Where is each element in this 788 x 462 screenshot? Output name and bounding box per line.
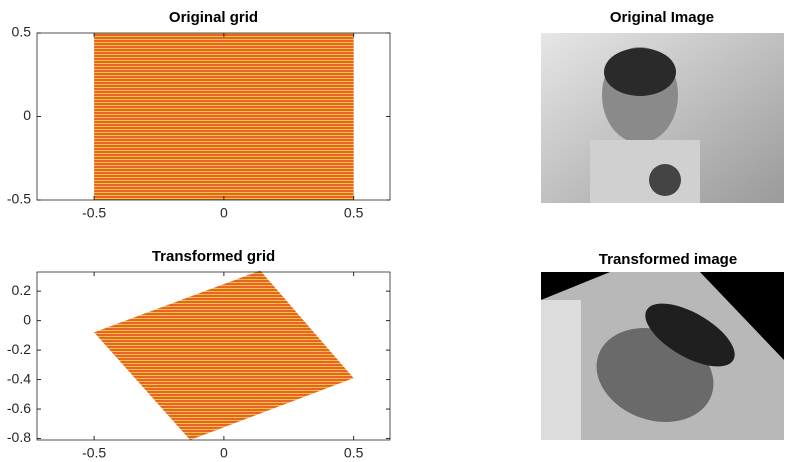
grid-mesh [94,33,354,200]
chart-title: Original grid [169,9,258,26]
grid-mesh [94,271,354,440]
y-tick-label: 0 [23,107,31,123]
y-tick-label: -0.2 [7,341,31,357]
x-tick-label: -0.5 [82,445,106,461]
x-tick-label: 0.5 [344,445,364,461]
x-tick-label: -0.5 [82,205,106,221]
y-tick-label: -0.4 [7,370,31,386]
y-tick-label: 0.5 [12,24,32,40]
x-tick-label: 0 [220,205,228,221]
y-tick-label: -0.6 [7,400,31,416]
chart-title: Transformed grid [152,248,275,265]
image-title: Original Image [610,9,714,26]
x-tick-label: 0 [220,445,228,461]
original-image [541,33,784,203]
y-tick-label: 0 [23,311,31,327]
y-tick-label: -0.8 [7,429,31,445]
figure: Original Image Transformed image Origina… [0,0,788,462]
image-title: Transformed image [599,251,737,268]
transformed-image [541,272,784,440]
x-tick-label: 0.5 [344,205,364,221]
y-tick-label: -0.5 [7,191,31,207]
y-tick-label: 0.2 [12,282,32,298]
